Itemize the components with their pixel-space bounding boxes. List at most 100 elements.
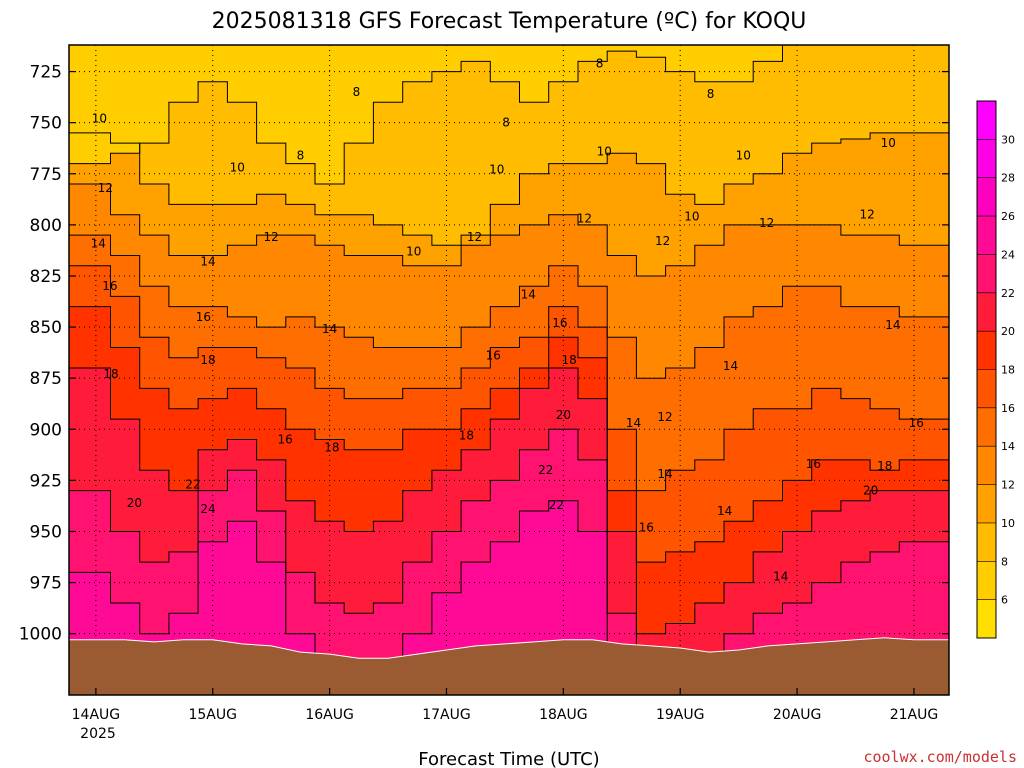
ground-fill xyxy=(69,637,949,695)
contour-label: 14 xyxy=(723,359,738,373)
x-tick-label: 14AUG xyxy=(72,707,121,723)
y-tick-label: 1000 xyxy=(19,625,62,645)
colorbar: 6 8 10 12 14 16 18 20 22 24 26 28 30 xyxy=(976,100,1015,639)
colorbar-label: 10 xyxy=(1001,517,1015,530)
x-axis: 14AUG 15AUG 16AUG 17AUG 18AUG 19AUG 20AUG 21AUG xyxy=(72,688,939,723)
contour-label: 8 xyxy=(353,85,361,99)
contour-label: 12 xyxy=(264,230,279,244)
contour-label: 10 xyxy=(92,112,107,126)
contour-label: 16 xyxy=(486,349,501,363)
colorbar-label: 28 xyxy=(1001,172,1015,185)
colorbar-swatch xyxy=(977,522,996,562)
x-tick-year: 2025 xyxy=(80,726,116,742)
contour-label: 14 xyxy=(322,322,337,336)
contour-label: 18 xyxy=(103,367,118,381)
colorbar-swatch xyxy=(977,407,996,447)
contour-label: 14 xyxy=(885,318,900,332)
contour-label: 8 xyxy=(297,148,305,162)
isotherm-line xyxy=(69,183,949,277)
contour-label: 16 xyxy=(278,432,293,446)
colorbar-swatch xyxy=(977,177,996,217)
y-tick-label: 800 xyxy=(30,216,62,236)
contour-label: 16 xyxy=(102,279,117,293)
contour-label: 24 xyxy=(200,502,215,516)
chart-title: 2025081318 GFS Forecast Temperature (ºC)… xyxy=(212,9,807,34)
colorbar-label: 18 xyxy=(1001,364,1015,377)
ground-surface xyxy=(69,637,949,695)
contour-label: 18 xyxy=(877,459,892,473)
colorbar-swatch xyxy=(977,561,996,600)
y-tick-label: 975 xyxy=(30,574,62,594)
y-tick-label: 750 xyxy=(30,114,62,134)
isotherm-line xyxy=(69,45,949,185)
x-tick-label: 18AUG xyxy=(539,707,588,723)
contour-labels: 8 8 8 8 8 10 10 10 10 10 10 10 10 12 12 12 12 12 12 12 12 14 1… xyxy=(91,56,924,583)
colorbar-label: 24 xyxy=(1001,248,1015,261)
contour-label: 10 xyxy=(230,161,245,175)
isotherm-lines xyxy=(69,45,949,695)
contour-label: 12 xyxy=(577,212,592,226)
colorbar-label: 26 xyxy=(1001,210,1015,223)
colorbar-swatch xyxy=(977,599,996,639)
colorbar-label: 22 xyxy=(1001,287,1015,300)
x-tick-label: 20AUG xyxy=(773,707,822,723)
y-tick-label: 775 xyxy=(30,165,62,185)
contour-label: 14 xyxy=(717,504,732,518)
colorbar-label: 20 xyxy=(1001,325,1015,338)
contour-label: 22 xyxy=(538,463,553,477)
contour-label: 12 xyxy=(759,216,774,230)
colorbar-swatch xyxy=(977,101,996,140)
colorbar-swatch xyxy=(977,139,996,179)
temperature-fills xyxy=(69,45,949,695)
contour-label: 14 xyxy=(657,467,672,481)
colorbar-swatch xyxy=(977,369,996,409)
contour-label: 10 xyxy=(597,144,612,158)
contour-label: 12 xyxy=(657,410,672,424)
contour-label: 14 xyxy=(200,255,215,269)
x-tick-label: 16AUG xyxy=(305,707,354,723)
contour-label: 16 xyxy=(909,416,924,430)
contour-label: 12 xyxy=(467,230,482,244)
isotherm-line xyxy=(69,367,949,635)
contour-label: 12 xyxy=(98,181,113,195)
contour-label: 12 xyxy=(655,234,670,248)
contour-label: 18 xyxy=(562,353,577,367)
colorbar-swatch xyxy=(977,292,996,332)
colorbar-label: 16 xyxy=(1001,402,1015,415)
isotherm-line xyxy=(69,500,949,695)
isotherm-line xyxy=(69,234,949,379)
contour-label: 20 xyxy=(556,408,571,422)
x-tick-label: 21AUG xyxy=(890,707,939,723)
plot-frame xyxy=(68,44,950,696)
contour-label: 18 xyxy=(200,353,215,367)
x-tick-label: 17AUG xyxy=(422,707,471,723)
credit-text: coolwx.com/models xyxy=(863,748,1017,766)
y-axis: 725 750 775 800 825 850 875 900 925 950 975 1000 xyxy=(19,63,949,645)
y-tick-label: 925 xyxy=(30,471,62,491)
x-axis-label: Forecast Time (UTC) xyxy=(418,749,599,768)
isotherm-line xyxy=(69,428,949,695)
colorbar-swatch xyxy=(977,254,996,294)
colorbar-label: 6 xyxy=(1001,594,1008,607)
contour-label: 10 xyxy=(736,148,751,162)
contour-label: 12 xyxy=(860,208,875,222)
colorbar-label: 30 xyxy=(1001,133,1015,146)
contour-label: 18 xyxy=(324,441,339,455)
contour-label: 8 xyxy=(502,116,510,130)
y-tick-label: 850 xyxy=(30,318,62,338)
contour-label: 16 xyxy=(639,520,654,534)
contour-label: 8 xyxy=(596,56,604,70)
contour-label: 20 xyxy=(127,496,142,510)
x-tick-label: 19AUG xyxy=(656,707,705,723)
contour-label: 10 xyxy=(881,136,896,150)
contour-label: 16 xyxy=(196,310,211,324)
contour-label: 10 xyxy=(684,210,699,224)
contour-label: 18 xyxy=(459,428,474,442)
contour-label: 14 xyxy=(91,236,106,250)
gridlines xyxy=(69,45,949,695)
colorbar-label: 12 xyxy=(1001,479,1015,492)
band-fill xyxy=(69,45,949,184)
isotherm-line xyxy=(69,132,949,246)
colorbar-swatch xyxy=(977,446,996,485)
